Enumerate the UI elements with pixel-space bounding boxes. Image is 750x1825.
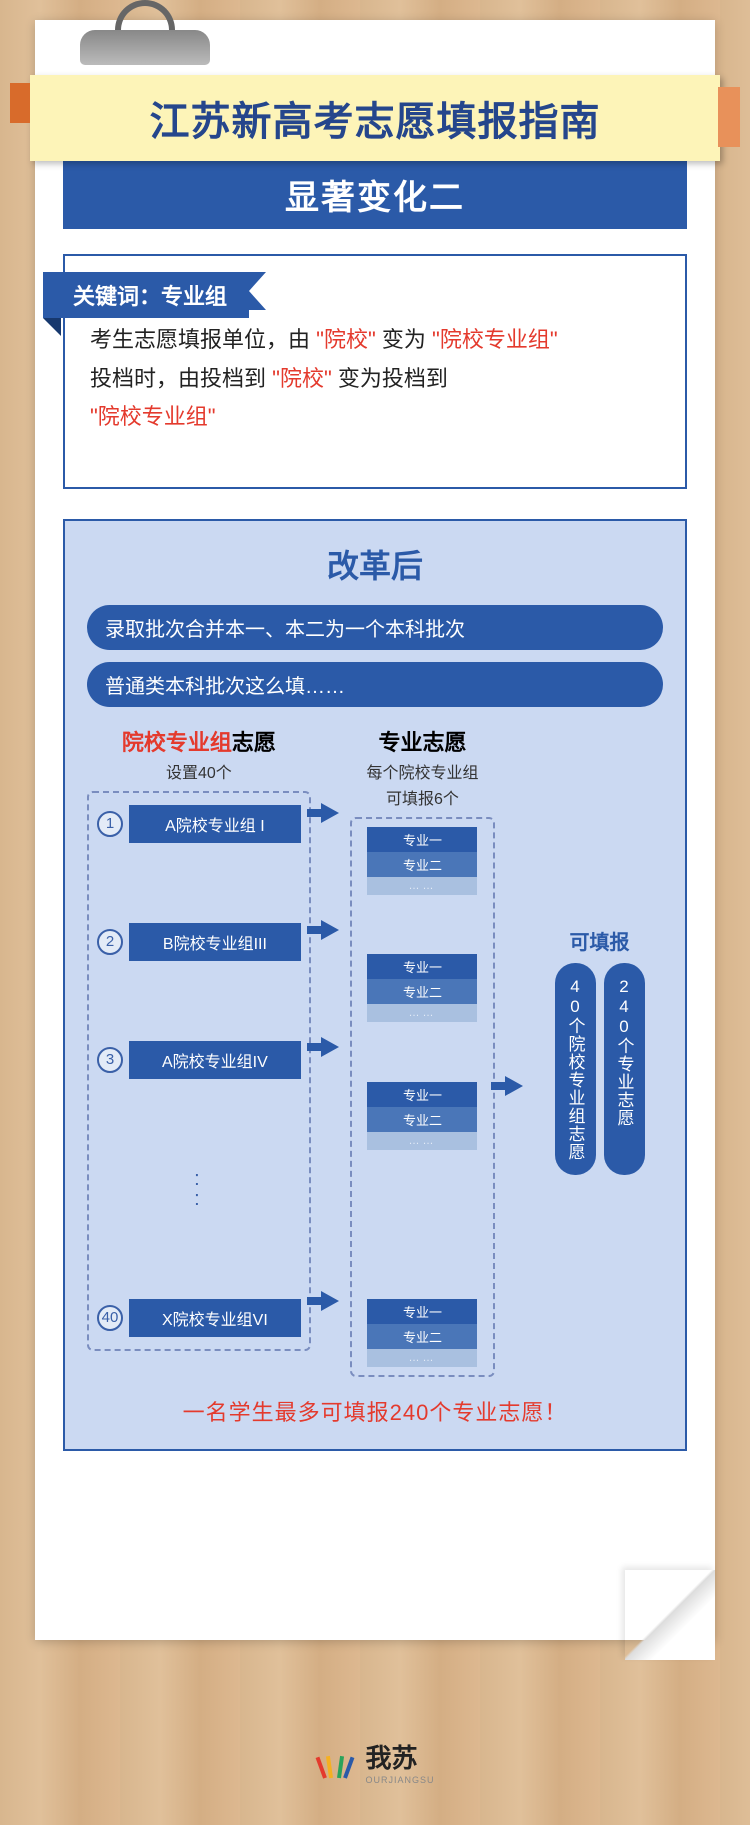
school-row: 2 B院校专业组III (97, 923, 301, 961)
kw-text: 考生志愿填报单位，由 (90, 327, 310, 352)
diagram-columns: 院校专业组志愿 设置40个 1 A院校专业组 I 2 B院校专业组III (87, 725, 663, 1377)
school-row: 1 A院校专业组 I (97, 805, 301, 843)
right-label: 可填报 (570, 926, 630, 955)
header-sub: 设置40个 (87, 759, 311, 783)
info-pill: 录取批次合并本一、本二为一个本科批次 (87, 605, 663, 650)
major-item: 专业二 (367, 852, 477, 877)
arrow-right-icon (321, 1291, 339, 1311)
row-number: 3 (97, 1047, 123, 1073)
vertical-pill: 240个专业志愿 (604, 963, 645, 1175)
major-item: 专业一 (367, 827, 477, 852)
major-item: …… (367, 1349, 477, 1367)
kw-highlight: "院校" (272, 366, 332, 391)
school-row: 3 A院校专业组IV (97, 1041, 301, 1079)
major-item: 专业二 (367, 979, 477, 1004)
major-item: 专业一 (367, 1299, 477, 1324)
left-header: 院校专业组志愿 设置40个 (87, 725, 311, 783)
keyword-body: 考生志愿填报单位，由 "院校" 变为 "院校专业组" 投档时，由投档到 "院校"… (90, 321, 660, 437)
brand-sub: OURJIANGSU (365, 1775, 434, 1785)
arrow-right-icon (321, 1037, 339, 1057)
brand-name: 我苏 (365, 1743, 417, 1773)
vertical-dots-icon: :: (97, 1159, 301, 1219)
mid-column: 专业志愿 每个院校专业组 可填报6个 专业一 专业二 …… 专业一 (350, 725, 496, 1377)
header-black: 专业志愿 (378, 730, 466, 755)
brand-logo-icon (315, 1742, 355, 1782)
brand-text: 我苏 OURJIANGSU (365, 1738, 434, 1785)
header-black: 志愿 (232, 730, 276, 755)
major-item: 专业一 (367, 1082, 477, 1107)
vertical-pill: 40个院校专业组志愿 (555, 963, 596, 1175)
right-column: 可填报 40个院校专业组志愿 240个专业志愿 (536, 725, 663, 1377)
reform-panel: 改革后 录取批次合并本一、本二为一个本科批次 普通类本科批次这么填…… 院校专业… (63, 519, 687, 1451)
binder-clip-icon (80, 8, 210, 83)
school-label: X院校专业组VI (129, 1299, 301, 1337)
keyword-box: 关键词：专业组 考生志愿填报单位，由 "院校" 变为 "院校专业组" 投档时，由… (63, 254, 687, 489)
major-item: …… (367, 1132, 477, 1150)
kw-highlight: "院校专业组" (90, 404, 216, 429)
kw-text: 投档时，由投档到 (90, 366, 266, 391)
school-label: B院校专业组III (129, 923, 301, 961)
kw-text: 变为投档到 (338, 366, 448, 391)
school-label: A院校专业组 I (129, 805, 301, 843)
major-item: 专业一 (367, 954, 477, 979)
mid-header: 专业志愿 每个院校专业组 可填报6个 (350, 725, 496, 809)
arrow-right-icon (505, 1076, 523, 1096)
main-title: 江苏新高考志愿填报指南 (50, 89, 700, 147)
kw-highlight: "院校" (316, 327, 376, 352)
bottom-note: 一名学生最多可填报240个专业志愿！ (87, 1395, 663, 1427)
paper-card: 江苏新高考志愿填报指南 显著变化二 关键词：专业组 考生志愿填报单位，由 "院校… (35, 20, 715, 1640)
school-label: A院校专业组IV (129, 1041, 301, 1079)
arrow-right-icon (321, 803, 339, 823)
arrow-column (505, 775, 526, 1377)
major-item: 专业二 (367, 1324, 477, 1349)
section-header: 显著变化二 (63, 160, 687, 229)
kw-text: 变为 (382, 327, 426, 352)
reform-title: 改革后 (87, 541, 663, 587)
major-stack: 专业一 专业二 …… (367, 1082, 477, 1150)
row-number: 1 (97, 811, 123, 837)
school-list-box: 1 A院校专业组 I 2 B院校专业组III 3 A院校专业组IV (87, 791, 311, 1351)
major-item: 专业二 (367, 1107, 477, 1132)
major-stack: 专业一 专业二 …… (367, 954, 477, 1022)
major-stack: 专业一 专业二 …… (367, 1299, 477, 1367)
info-pill: 普通类本科批次这么填…… (87, 662, 663, 707)
footer: 我苏 OURJIANGSU (0, 1738, 750, 1785)
row-number: 40 (97, 1305, 123, 1331)
school-row: 40 X院校专业组VI (97, 1299, 301, 1337)
header-red: 院校专业组 (122, 730, 232, 755)
major-item: …… (367, 1004, 477, 1022)
vertical-pills: 40个院校专业组志愿 240个专业志愿 (555, 963, 645, 1175)
keyword-ribbon: 关键词：专业组 (43, 272, 249, 318)
kw-highlight: "院校专业组" (432, 327, 558, 352)
major-list-box: 专业一 专业二 …… 专业一 专业二 …… 专业一 专业 (350, 817, 496, 1377)
major-stack: 专业一 专业二 …… (367, 827, 477, 895)
header-sub: 可填报6个 (350, 785, 496, 809)
row-number: 2 (97, 929, 123, 955)
header-sub: 每个院校专业组 (350, 759, 496, 783)
arrow-right-icon (321, 920, 339, 940)
arrow-column (321, 773, 340, 1333)
major-item: …… (367, 877, 477, 895)
page-curl-icon (625, 1570, 715, 1660)
left-column: 院校专业组志愿 设置40个 1 A院校专业组 I 2 B院校专业组III (87, 725, 311, 1377)
title-banner: 江苏新高考志愿填报指南 (30, 75, 720, 161)
